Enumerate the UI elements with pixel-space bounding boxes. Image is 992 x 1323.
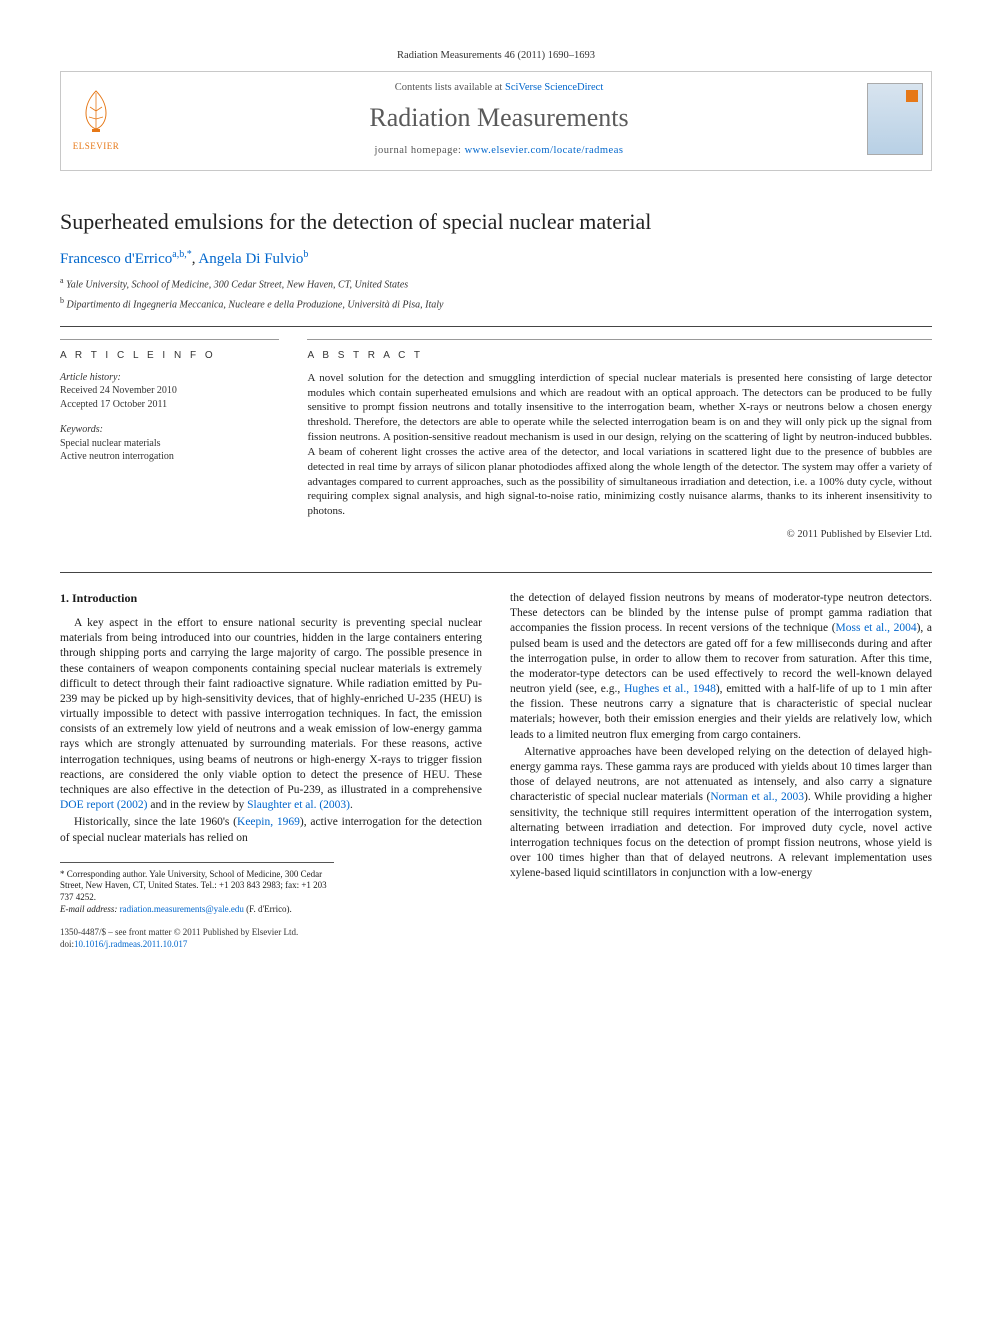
body-text: ). While providing a higher sensitivity,… [510, 791, 932, 879]
body-paragraph: the detection of delayed fission neutron… [510, 591, 932, 743]
received-date: Received 24 November 2010 [60, 384, 279, 398]
affiliation-block: a Yale University, School of Medicine, 3… [60, 276, 932, 312]
journal-name: Radiation Measurements [131, 103, 867, 133]
affil-text: Dipartimento di Ingegneria Meccanica, Nu… [67, 299, 444, 310]
sciencedirect-link[interactable]: SciVerse ScienceDirect [505, 82, 603, 93]
doi-link[interactable]: 10.1016/j.radmeas.2011.10.017 [74, 939, 187, 949]
email-link[interactable]: radiation.measurements@yale.edu [120, 904, 244, 914]
publisher-name: ELSEVIER [69, 141, 123, 151]
corresponding-author-note: * Corresponding author. Yale University,… [60, 869, 334, 904]
body-text: and in the review by [148, 799, 248, 811]
abstract-copyright: © 2011 Published by Elsevier Ltd. [307, 529, 932, 540]
contents-available-line: Contents lists available at SciVerse Sci… [131, 82, 867, 93]
journal-homepage-line: journal homepage: www.elsevier.com/locat… [131, 145, 867, 156]
citation-link[interactable]: Keepin, 1969 [237, 816, 300, 828]
author-affil-sup: b [303, 249, 308, 260]
author-link[interactable]: Francesco d'Errico [60, 251, 172, 267]
body-text: Historically, since the late 1960's ( [74, 816, 237, 828]
body-text: . [350, 799, 353, 811]
contents-prefix: Contents lists available at [395, 82, 505, 93]
elsevier-tree-icon [72, 87, 120, 135]
doi-prefix: doi: [60, 939, 74, 949]
footnote-text: ; fax: [280, 880, 301, 890]
homepage-prefix: journal homepage: [375, 145, 465, 156]
abstract-column: A B S T R A C T A novel solution for the… [307, 339, 932, 540]
affil-text: Yale University, School of Medicine, 300… [66, 279, 408, 290]
footnote-block: * Corresponding author. Yale University,… [60, 862, 334, 916]
body-paragraph: A key aspect in the effort to ensure nat… [60, 616, 482, 813]
affil-sup: a [60, 276, 64, 285]
publisher-logo: ELSEVIER [61, 87, 131, 151]
section-heading: 1. Introduction [60, 591, 482, 606]
doi-line: doi:10.1016/j.radmeas.2011.10.017 [60, 939, 482, 951]
body-column-left: 1. Introduction A key aspect in the effo… [60, 591, 482, 951]
issn-line: 1350-4487/$ – see front matter © 2011 Pu… [60, 927, 482, 939]
history-header: Article history: [60, 371, 279, 385]
bottom-metadata: 1350-4487/$ – see front matter © 2011 Pu… [60, 927, 482, 950]
footnote-tel: +1 203 843 2983 [219, 880, 280, 890]
affiliation-line: b Dipartimento di Ingegneria Meccanica, … [60, 296, 932, 312]
homepage-link[interactable]: www.elsevier.com/locate/radmeas [465, 145, 624, 156]
article-title: Superheated emulsions for the detection … [60, 209, 932, 235]
author-affil-sup: a,b, [172, 249, 186, 260]
body-paragraph: Historically, since the late 1960's (Kee… [60, 815, 482, 845]
citation-link[interactable]: Slaughter et al. (2003) [247, 799, 350, 811]
body-text: A key aspect in the effort to ensure nat… [60, 617, 482, 796]
keywords-block: Keywords: Special nuclear materials Acti… [60, 423, 279, 464]
citation-link[interactable]: Moss et al., 2004 [836, 622, 917, 634]
citation-link[interactable]: DOE report (2002) [60, 799, 148, 811]
body-columns: 1. Introduction A key aspect in the effo… [60, 572, 932, 951]
abstract-text: A novel solution for the detection and s… [307, 371, 932, 519]
journal-header: ELSEVIER Contents lists available at Sci… [60, 71, 932, 171]
citation-link[interactable]: Norman et al., 2003 [710, 791, 804, 803]
keyword-item: Special nuclear materials [60, 437, 279, 451]
page-root: Radiation Measurements 46 (2011) 1690–16… [0, 0, 992, 1001]
article-history-block: Article history: Received 24 November 20… [60, 371, 279, 412]
accepted-date: Accepted 17 October 2011 [60, 398, 279, 412]
email-suffix: (F. d'Errico). [244, 904, 292, 914]
author-link[interactable]: Angela Di Fulvio [198, 251, 303, 267]
keyword-item: Active neutron interrogation [60, 450, 279, 464]
footnote-text: . [94, 892, 96, 902]
abstract-label: A B S T R A C T [307, 350, 932, 361]
article-info-column: A R T I C L E I N F O Article history: R… [60, 339, 279, 540]
article-info-label: A R T I C L E I N F O [60, 350, 279, 361]
keywords-header: Keywords: [60, 423, 279, 437]
journal-cover-thumbnail [867, 83, 923, 155]
affiliation-line: a Yale University, School of Medicine, 3… [60, 276, 932, 292]
citation-bar: Radiation Measurements 46 (2011) 1690–16… [60, 50, 932, 61]
header-center: Contents lists available at SciVerse Sci… [131, 82, 867, 156]
affil-sup: b [60, 296, 64, 305]
email-label: E-mail address: [60, 904, 120, 914]
citation-link[interactable]: Hughes et al., 1948 [624, 683, 716, 695]
author-list: Francesco d'Erricoa,b,*, Angela Di Fulvi… [60, 249, 932, 268]
cover-badge-icon [906, 90, 918, 102]
email-line: E-mail address: radiation.measurements@y… [60, 904, 334, 916]
body-paragraph: Alternative approaches have been develop… [510, 745, 932, 882]
body-column-right: the detection of delayed fission neutron… [510, 591, 932, 951]
info-abstract-row: A R T I C L E I N F O Article history: R… [60, 326, 932, 540]
